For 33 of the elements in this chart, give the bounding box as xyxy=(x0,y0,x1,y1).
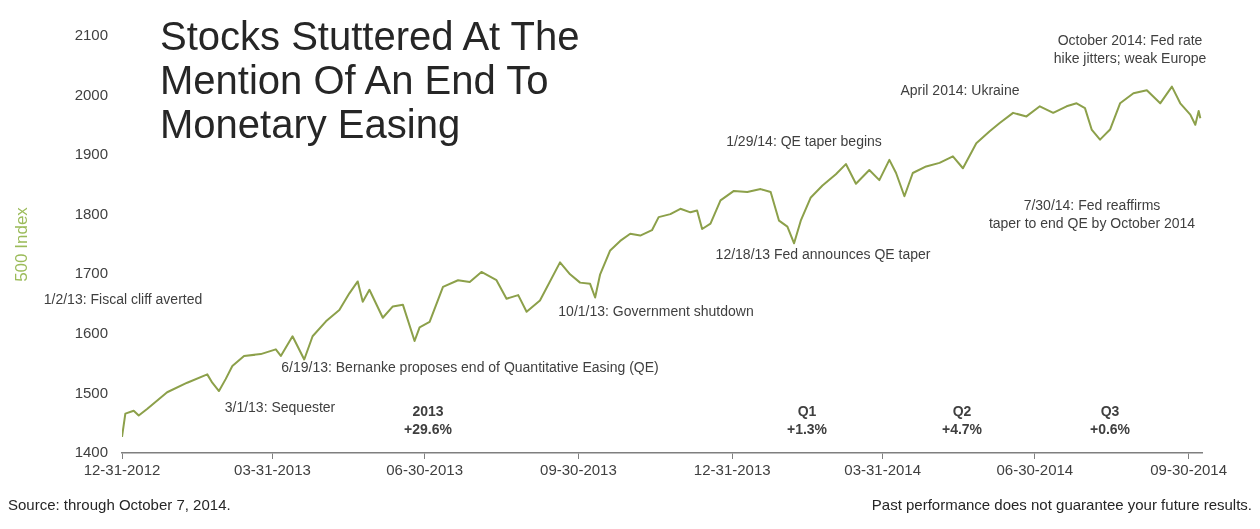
x-tick-label: 06-30-2013 xyxy=(386,461,463,479)
y-tick-label: 1500 xyxy=(74,383,108,401)
annotation: October 2014: Fed rate hike jitters; weak Europe xyxy=(1053,31,1207,66)
annotation: Q1 +1.3% xyxy=(786,402,828,437)
x-tick-label: 12-31-2012 xyxy=(83,461,161,479)
annotation: Q2 +4.7% xyxy=(941,402,983,437)
y-tick-label: 1400 xyxy=(74,443,108,461)
x-tick-label: 03-31-2013 xyxy=(234,461,311,479)
y-tick-label: 1700 xyxy=(74,264,108,282)
annotation: 7/30/14: Fed reaffirms taper to end QE by October 2014 xyxy=(988,196,1196,231)
text: Stocks Stuttered At The Mention Of An End To Monetary Easing xyxy=(160,14,581,146)
annotation: 10/1/13: Government shutdown xyxy=(558,302,754,319)
x-tick-label: 06-30-2014 xyxy=(996,461,1074,479)
annotation: 2013 +29.6% xyxy=(404,402,453,437)
y-tick-label: 2100 xyxy=(74,26,108,44)
text: Past performance does not guarantee your future results. xyxy=(871,496,1252,513)
y-tick-label: 1600 xyxy=(74,324,108,341)
annotation: 12/18/13 Fed announces QE taper xyxy=(715,245,931,262)
y-tick-label: 1900 xyxy=(74,145,108,163)
x-tick-label: 03-31-2014 xyxy=(844,461,922,479)
x-tick-label: 09-30-2013 xyxy=(540,461,617,479)
annotation: 3/1/13: Sequester xyxy=(224,398,336,415)
x-tick-label: 09-30-2014 xyxy=(1150,461,1227,479)
source-note: Source: through October 7, 2014. xyxy=(8,496,231,513)
y-axis-title: 500 Index xyxy=(11,206,31,282)
y-tick-label: 1800 xyxy=(74,204,108,222)
annotation: 1/2/13: Fiscal cliff averted xyxy=(43,290,203,307)
y-tick-label: 2000 xyxy=(74,85,108,103)
annotation: 6/19/13: Bernanke proposes end of Quantitative Easing (QE) xyxy=(281,358,659,375)
annotation: Q3 +0.6% xyxy=(1089,402,1131,437)
x-tick-label: 12-31-2013 xyxy=(693,461,771,479)
annotation: April 2014: Ukraine xyxy=(900,81,1020,98)
annotation: 1/29/14: QE taper begins xyxy=(726,132,882,149)
